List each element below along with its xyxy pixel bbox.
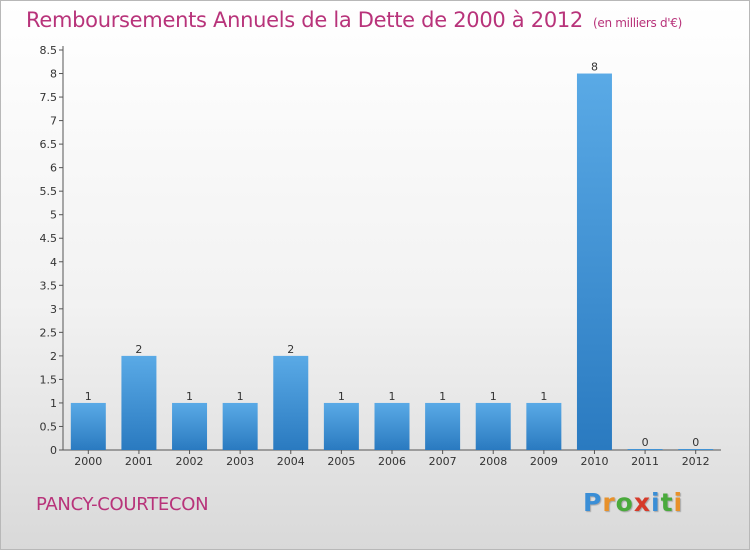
y-tick-label: 7.5 bbox=[40, 91, 58, 104]
data-label: 1 bbox=[338, 390, 345, 403]
data-label: 1 bbox=[389, 390, 396, 403]
logo-letter: t bbox=[660, 488, 674, 517]
title-text: Remboursements Annuels de la Dette de 20… bbox=[26, 8, 583, 32]
bar-2000 bbox=[70, 402, 106, 450]
data-label: 1 bbox=[186, 390, 193, 403]
y-tick-label: 4 bbox=[50, 256, 57, 269]
bar-2012 bbox=[678, 449, 714, 450]
y-tick-label: 8.5 bbox=[40, 44, 58, 57]
x-tick-label: 2004 bbox=[277, 455, 305, 468]
data-label: 1 bbox=[490, 390, 497, 403]
y-tick-label: 3 bbox=[50, 303, 57, 316]
logo-letter: r bbox=[602, 488, 616, 517]
logo-letter: i bbox=[673, 488, 684, 517]
y-tick-label: 2 bbox=[50, 350, 57, 363]
data-label: 1 bbox=[540, 390, 547, 403]
x-tick-label: 2009 bbox=[530, 455, 558, 468]
x-tick-label: 2008 bbox=[479, 455, 507, 468]
bar-2005 bbox=[323, 402, 359, 450]
x-tick-label: 2012 bbox=[682, 455, 710, 468]
x-tick-label: 2002 bbox=[176, 455, 204, 468]
data-labels: 1 2 1 1 2 1 1 1 1 1 8 0 0 bbox=[85, 61, 699, 449]
y-tick-label: 0.5 bbox=[40, 420, 58, 433]
y-tick-label: 5.5 bbox=[40, 185, 58, 198]
chart-subtitle: (en milliers d'€) bbox=[593, 16, 683, 30]
data-label: 1 bbox=[85, 390, 92, 403]
logo-letter: o bbox=[615, 488, 634, 517]
logo-letter: x bbox=[633, 488, 651, 517]
bar-2009 bbox=[526, 402, 562, 450]
bar-2008 bbox=[475, 402, 511, 450]
y-tick-label: 3.5 bbox=[40, 279, 58, 292]
y-tick-label: 2.5 bbox=[40, 326, 58, 339]
data-label: 2 bbox=[135, 343, 142, 356]
data-label: 2 bbox=[287, 343, 294, 356]
y-tick-label: 6.5 bbox=[40, 138, 58, 151]
data-label: 0 bbox=[642, 436, 649, 449]
proxiti-logo: Proxiti bbox=[583, 488, 683, 517]
data-label: 0 bbox=[692, 436, 699, 449]
y-tick-label: 8 bbox=[50, 68, 57, 81]
x-tick-label: 2011 bbox=[631, 455, 659, 468]
data-label: 1 bbox=[439, 390, 446, 403]
x-tick-label: 2003 bbox=[226, 455, 254, 468]
x-tick-label: 2010 bbox=[580, 455, 608, 468]
bar-2002 bbox=[172, 402, 208, 450]
y-tick-label: 0 bbox=[50, 444, 57, 457]
x-tick-label: 2005 bbox=[327, 455, 355, 468]
bar-2011 bbox=[627, 449, 663, 450]
bar-2003 bbox=[222, 402, 258, 450]
logo-letter: i bbox=[651, 488, 661, 517]
x-tick-label: 2006 bbox=[378, 455, 406, 468]
commune-name: PANCY-COURTECON bbox=[36, 494, 209, 515]
logo-letter: P bbox=[583, 488, 603, 517]
bar-2004 bbox=[273, 355, 309, 450]
y-tick-label: 7 bbox=[50, 115, 57, 128]
chart-title: Remboursements Annuels de la Dette de 20… bbox=[26, 8, 682, 32]
y-tick-label: 6 bbox=[50, 162, 57, 175]
bar-2001 bbox=[121, 355, 157, 450]
x-tick-label: 2007 bbox=[429, 455, 457, 468]
y-tick-label: 1.5 bbox=[40, 373, 58, 386]
y-tick-label: 5 bbox=[50, 209, 57, 222]
bar-2010 bbox=[576, 73, 612, 450]
y-tick-label: 1 bbox=[50, 397, 57, 410]
x-tick-label: 2000 bbox=[74, 455, 102, 468]
data-label: 8 bbox=[591, 61, 598, 74]
y-tick-label: 4.5 bbox=[40, 232, 58, 245]
bar-series bbox=[70, 73, 714, 450]
x-tick-label: 2001 bbox=[125, 455, 153, 468]
bar-2006 bbox=[374, 402, 410, 450]
bar-2007 bbox=[425, 402, 461, 450]
data-label: 1 bbox=[237, 390, 244, 403]
